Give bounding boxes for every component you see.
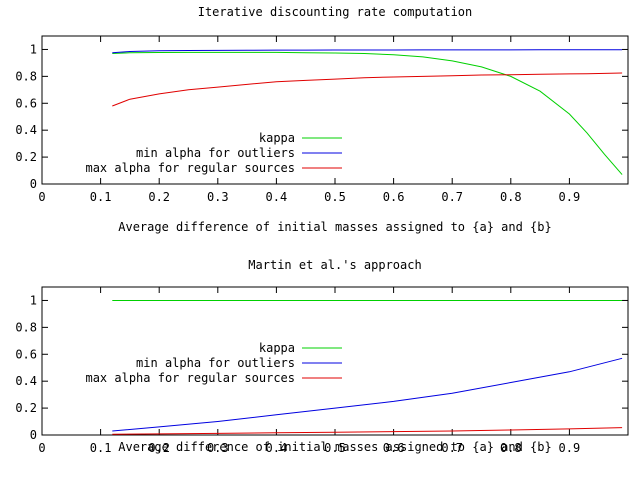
legend-label: max alpha for regular sources bbox=[85, 371, 295, 385]
y-tick-label: 0.8 bbox=[15, 320, 37, 334]
x-tick-label: 0.2 bbox=[148, 441, 170, 455]
x-tick-label: 0.8 bbox=[500, 441, 522, 455]
series-line-0 bbox=[112, 51, 623, 175]
series-line-1 bbox=[112, 357, 623, 432]
tick-marks bbox=[41, 36, 628, 185]
series-line-2 bbox=[112, 427, 623, 435]
y-tick-label: 0 bbox=[30, 428, 37, 442]
x-tick-label: 0.1 bbox=[90, 441, 112, 455]
y-tick-label: 0.6 bbox=[15, 347, 37, 361]
series-lines bbox=[112, 49, 623, 175]
y-tick-label: 0.2 bbox=[15, 401, 37, 415]
y-tick-labels: 0 0.2 0.4 0.6 0.8 1 bbox=[15, 42, 37, 191]
y-tick-label: 1 bbox=[30, 293, 37, 307]
y-tick-label: 0.4 bbox=[15, 123, 37, 137]
y-tick-label: 0.8 bbox=[15, 69, 37, 83]
chart-iterative-discounting: Iterative discounting rate computation 0… bbox=[15, 5, 629, 234]
x-tick-label: 0 bbox=[38, 441, 45, 455]
x-tick-label: 0.5 bbox=[324, 190, 346, 204]
y-tick-label: 0.6 bbox=[15, 96, 37, 110]
x-tick-label: 0.6 bbox=[383, 441, 405, 455]
legend-label: kappa bbox=[259, 341, 295, 355]
x-axis-label: Average difference of initial masses ass… bbox=[118, 440, 551, 454]
y-tick-label: 0 bbox=[30, 177, 37, 191]
series-line-1 bbox=[112, 49, 623, 54]
legend-label: kappa bbox=[259, 131, 295, 145]
y-tick-label: 0.4 bbox=[15, 374, 37, 388]
chart-title: Iterative discounting rate computation bbox=[198, 5, 473, 19]
x-tick-label: 0.3 bbox=[207, 190, 229, 204]
x-tick-label: 0 bbox=[38, 190, 45, 204]
x-tick-label: 0.8 bbox=[500, 190, 522, 204]
x-tick-label: 0.4 bbox=[266, 190, 288, 204]
legend-label: min alpha for outliers bbox=[136, 146, 295, 160]
chart-title: Martin et al.'s approach bbox=[248, 258, 421, 272]
x-tick-label: 0.4 bbox=[266, 441, 288, 455]
series-lines bbox=[112, 300, 623, 435]
x-tick-label: 0.3 bbox=[207, 441, 229, 455]
x-tick-label: 0.2 bbox=[148, 190, 170, 204]
x-tick-label: 0.6 bbox=[383, 190, 405, 204]
y-tick-labels: 0 0.2 0.4 0.6 0.8 1 bbox=[15, 293, 37, 442]
y-tick-label: 0.2 bbox=[15, 150, 37, 164]
x-tick-label: 0.1 bbox=[90, 190, 112, 204]
x-tick-labels: 0 0.1 0.2 0.3 0.4 0.5 0.6 0.7 0.8 0.9 bbox=[38, 441, 580, 455]
x-tick-label: 0.9 bbox=[559, 441, 581, 455]
series-line-2 bbox=[112, 72, 623, 107]
legend-label: max alpha for regular sources bbox=[85, 161, 295, 175]
legend-label: min alpha for outliers bbox=[136, 356, 295, 370]
x-axis-label: Average difference of initial masses ass… bbox=[118, 220, 551, 234]
x-tick-label: 0.7 bbox=[441, 441, 463, 455]
y-tick-label: 1 bbox=[30, 42, 37, 56]
chart-martin-approach: Martin et al.'s approach 00.20.40.60.81 … bbox=[15, 258, 629, 455]
x-tick-label: 0.7 bbox=[441, 190, 463, 204]
x-tick-labels: 0 0.1 0.2 0.3 0.4 0.5 0.6 0.7 0.8 0.9 bbox=[38, 190, 580, 204]
plot-frame bbox=[41, 286, 629, 436]
x-tick-label: 0.5 bbox=[324, 441, 346, 455]
tick-marks bbox=[41, 287, 628, 436]
x-tick-label: 0.9 bbox=[559, 190, 581, 204]
